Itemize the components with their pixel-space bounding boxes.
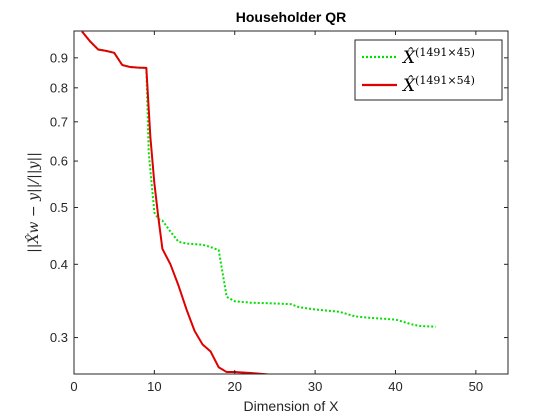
x-tick-label: 50 — [469, 379, 483, 394]
x-axis-label: Dimension of X — [244, 398, 340, 414]
x-tick-label: 40 — [388, 379, 402, 394]
x-tick-label: 0 — [70, 379, 77, 394]
legend-box — [354, 39, 503, 101]
x-tick-label: 20 — [228, 379, 242, 394]
plot-frame — [73, 30, 509, 375]
x-tick-label: 30 — [308, 379, 322, 394]
y-tick-label: 0.8 — [50, 80, 68, 95]
y-tick-label: 0.6 — [50, 154, 68, 169]
y-tick-label: 0.3 — [50, 330, 68, 345]
y-tick-label: 0.9 — [50, 50, 68, 65]
y-axis-label: ||X̂w − y||/||y|| — [24, 152, 42, 253]
series-layer — [81, 31, 436, 374]
x-tick-label: 10 — [147, 379, 161, 394]
y-tick-label: 0.7 — [50, 114, 68, 129]
legend-entry-1: X̂(1491×45) — [401, 46, 475, 68]
y-tick-label: 0.4 — [50, 257, 68, 272]
chart-title: Householder QR — [236, 9, 346, 25]
ticks-layer: 0 10 20 30 40 50 0.3 0.4 0.5 0.6 0.7 0.8 0.9 — [50, 31, 508, 394]
legend: X̂(1491×45) X̂(1491×54) — [354, 39, 503, 101]
legend-entry-2: X̂(1491×54) — [401, 74, 475, 96]
y-tick-label: 0.5 — [50, 200, 68, 215]
series-line-2 — [81, 31, 276, 374]
